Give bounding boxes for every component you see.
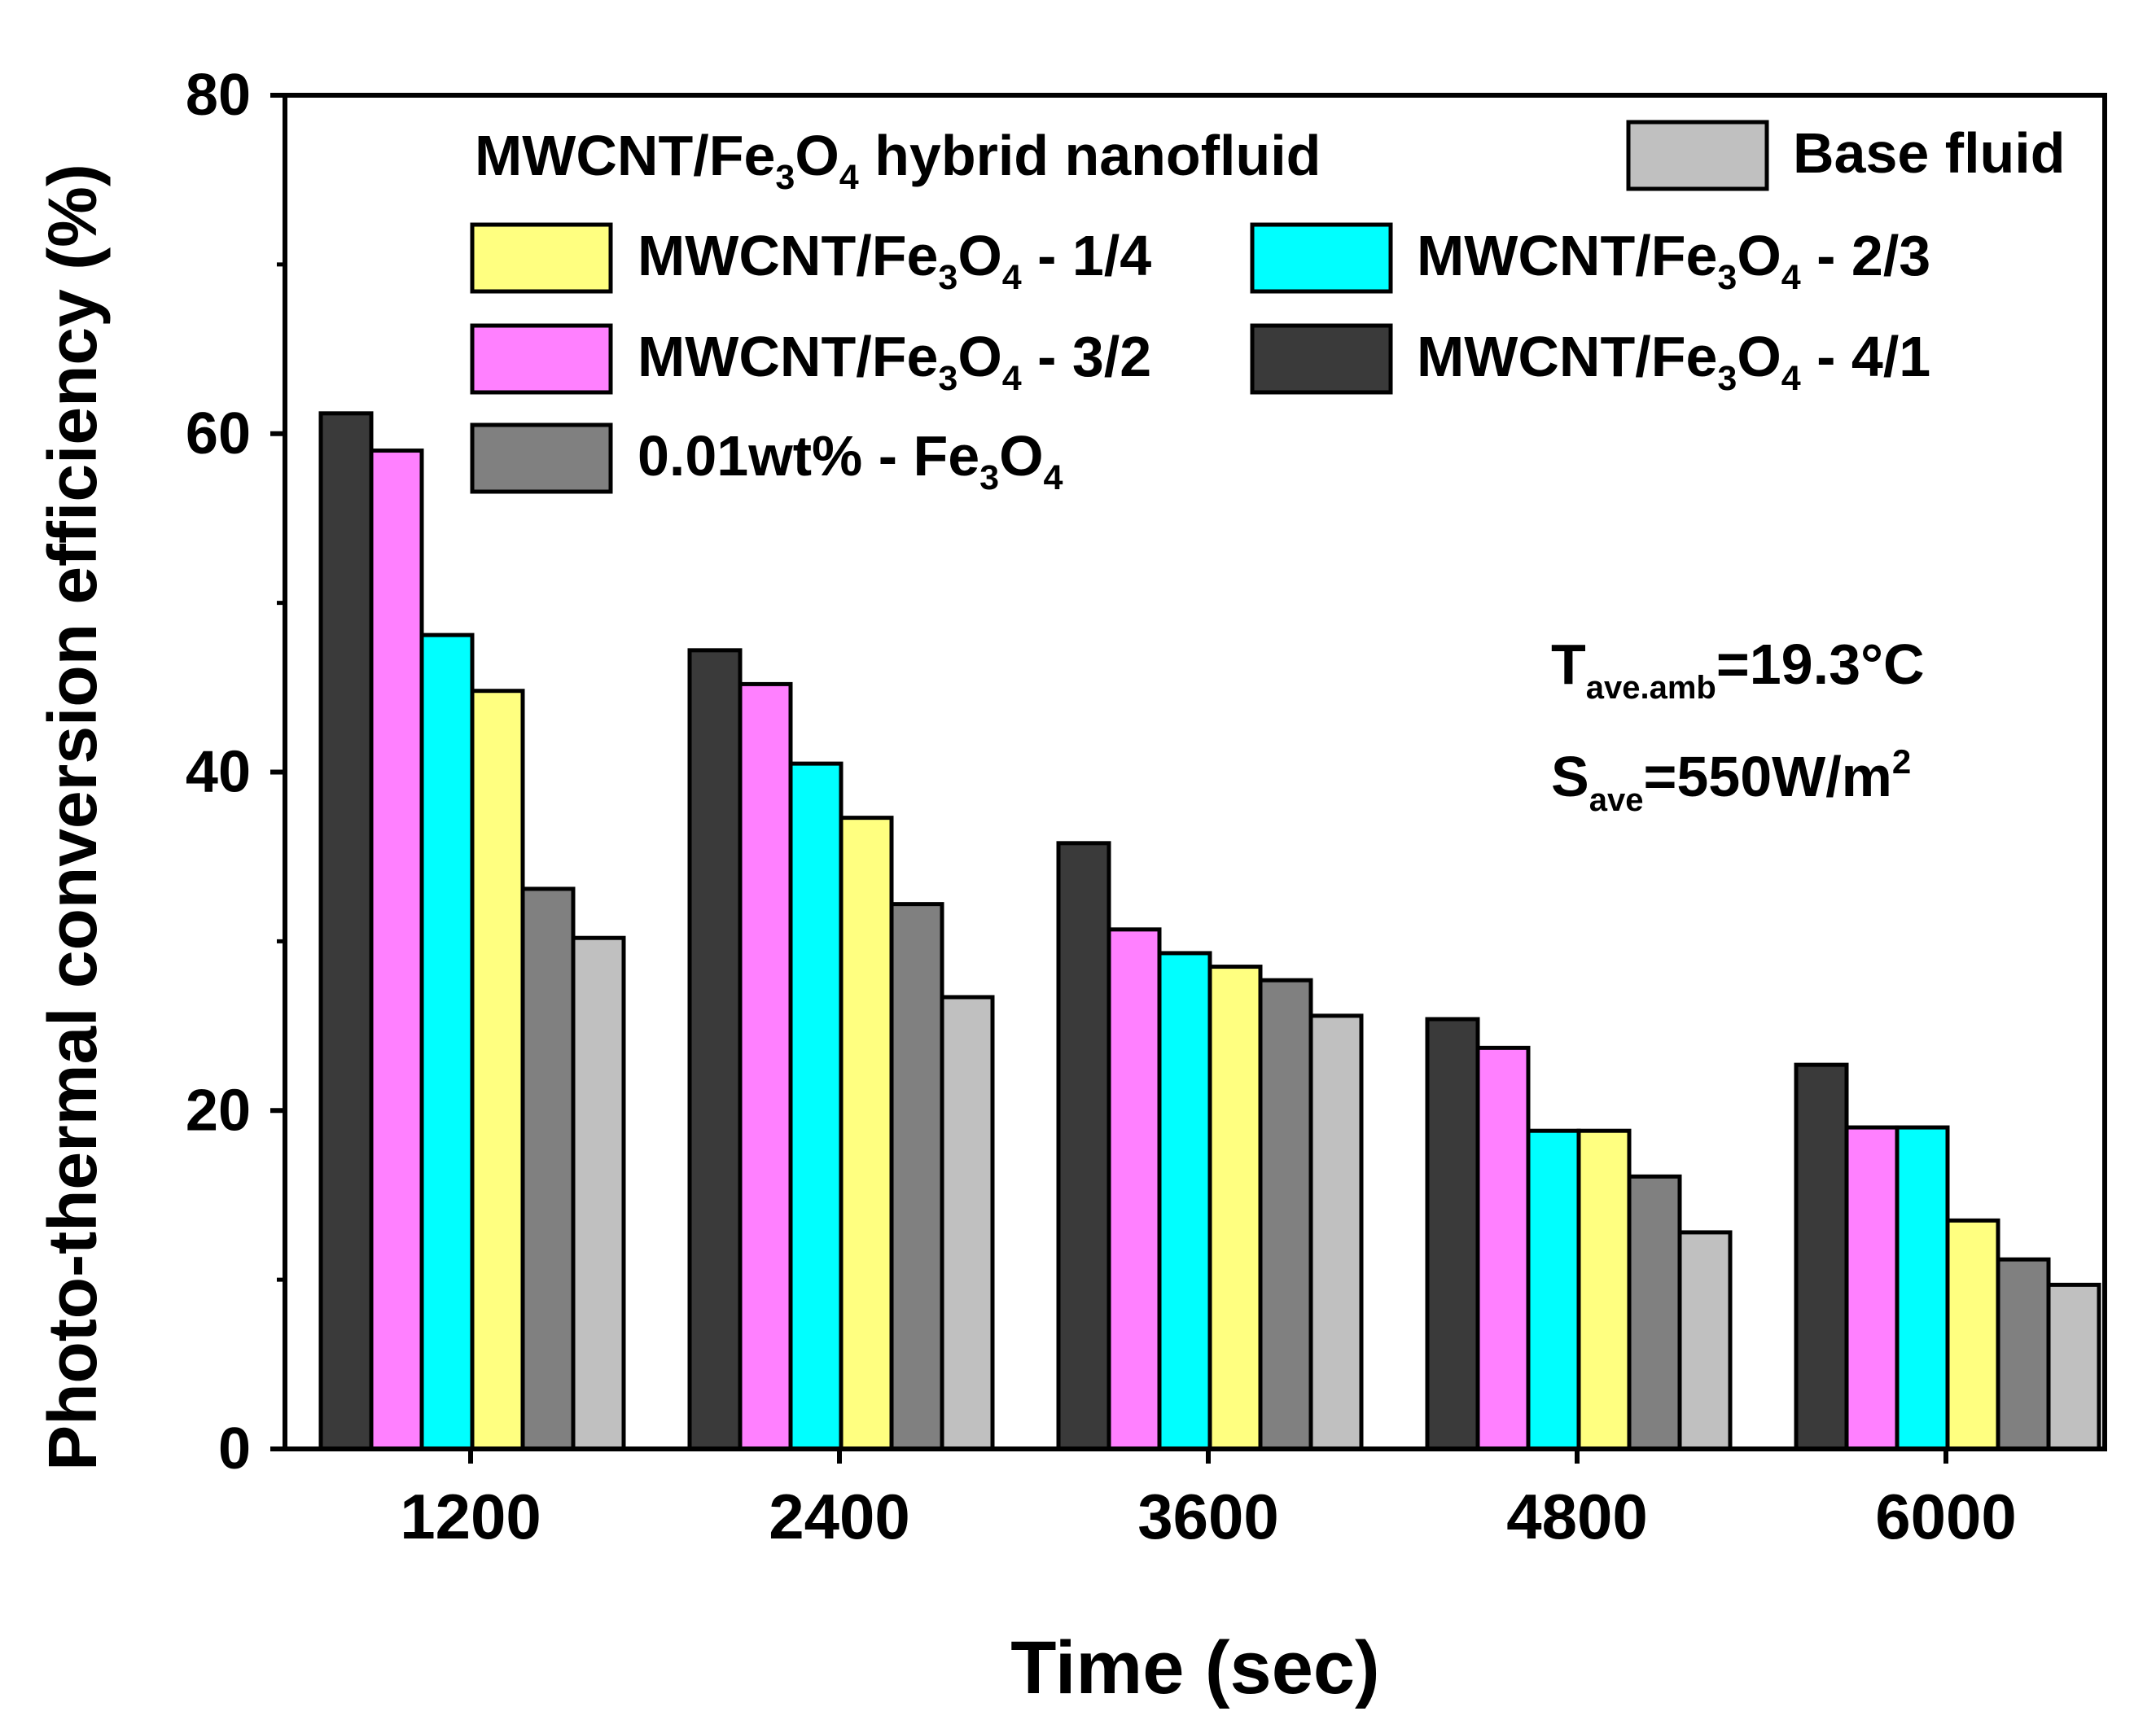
bar-mwcnt-fe3o4-3-2-2400 <box>738 681 793 1451</box>
axis-ticks: 0 20 40 60 80 1200 2400 3600 4800 6000 <box>186 63 2017 1552</box>
condition-annotation: Tave.amb=19.3°C <box>1551 632 1925 706</box>
legend-label: MWCNT/Fe3O4 - 1/4 <box>638 224 1151 297</box>
condition-annotations: Tave.amb=19.3°C Save=550W/m2 <box>1551 632 1925 818</box>
legend-swatch <box>470 422 613 494</box>
legend-swatch <box>470 323 613 395</box>
x-tick-label: 4800 <box>1506 1481 1648 1552</box>
y-tick-label: 60 <box>186 401 251 466</box>
bar-0-01wt-fe3o4-1200 <box>520 886 576 1451</box>
bar-0-01wt-fe3o4-4800 <box>1627 1174 1682 1451</box>
bar-base-fluid-2400 <box>940 995 995 1451</box>
legend-label: MWCNT/Fe3O4 - 2/3 <box>1417 224 1930 297</box>
legend-swatch <box>470 222 613 294</box>
bar-mwcnt-fe3o4-2-3-1200 <box>419 632 475 1451</box>
bar-mwcnt-fe3o4-1-4-1200 <box>470 689 525 1451</box>
bar-mwcnt-fe3o4-3-2-1200 <box>369 449 424 1451</box>
bar-mwcnt-fe3o4-3-2-6000 <box>1844 1125 1900 1451</box>
bar-mwcnt-fe3o4-2-3-6000 <box>1895 1125 1950 1451</box>
bar-0-01wt-fe3o4-2400 <box>889 902 944 1451</box>
bar-mwcnt-fe3o4-1-4-6000 <box>1945 1218 2000 1451</box>
legend-label: 0.01wt% - Fe3O4 <box>638 424 1063 497</box>
legend-title: MWCNT/Fe3O4 hybrid nanofluid <box>475 124 1321 197</box>
bar-mwcnt-fe3o4-2-3-2400 <box>788 761 844 1451</box>
x-tick-label: 6000 <box>1875 1481 2017 1552</box>
legend-swatch <box>1250 323 1393 395</box>
x-axis-label: Time (sec) <box>1010 1626 1379 1709</box>
legend: MWCNT/Fe3O4 hybrid nanofluid MWCNT/Fe3O4 … <box>470 120 2066 497</box>
legend-label: MWCNT/Fe3O4 - 3/2 <box>638 325 1151 398</box>
bar-mwcnt-fe3o4-1-4-3600 <box>1207 965 1263 1451</box>
y-tick-label: 0 <box>218 1416 251 1481</box>
y-tick-label: 80 <box>186 63 251 128</box>
bar-base-fluid-6000 <box>2046 1282 2101 1451</box>
x-tick-label: 2400 <box>769 1481 910 1552</box>
bar-0-01wt-fe3o4-6000 <box>1996 1257 2051 1451</box>
y-axis-label: Photo-thermal conversion efficiency (%) <box>34 164 111 1471</box>
bar-mwcnt-fe3o4-3-2-4800 <box>1475 1045 1531 1451</box>
legend-swatch <box>1626 120 1769 191</box>
bar-base-fluid-1200 <box>571 935 626 1451</box>
bar-mwcnt-fe3o4-4-1-3600 <box>1056 841 1111 1451</box>
bar-mwcnt-fe3o4-4-1-2400 <box>687 648 743 1451</box>
bar-mwcnt-fe3o4-4-1-6000 <box>1794 1062 1849 1451</box>
y-tick-label: 40 <box>186 740 251 805</box>
bar-mwcnt-fe3o4-1-4-4800 <box>1576 1128 1632 1451</box>
bar-mwcnt-fe3o4-4-1-1200 <box>318 411 374 1451</box>
legend-label: MWCNT/Fe3O4 - 4/1 <box>1417 325 1930 398</box>
x-tick-label: 1200 <box>400 1481 541 1552</box>
bar-0-01wt-fe3o4-3600 <box>1258 978 1313 1451</box>
bar-mwcnt-fe3o4-2-3-4800 <box>1526 1128 1581 1451</box>
bar-mwcnt-fe3o4-3-2-3600 <box>1106 927 1162 1451</box>
y-tick-label: 20 <box>186 1078 251 1143</box>
plot-bars <box>318 411 2101 1451</box>
bar-mwcnt-fe3o4-2-3-3600 <box>1157 951 1212 1451</box>
bar-base-fluid-3600 <box>1308 1013 1364 1451</box>
condition-annotation: Save=550W/m2 <box>1551 742 1911 818</box>
bar-mwcnt-fe3o4-4-1-4800 <box>1425 1017 1480 1451</box>
bar-mwcnt-fe3o4-1-4-2400 <box>839 816 894 1451</box>
legend-label: Base fluid <box>1793 121 2066 185</box>
legend-swatch <box>1250 222 1393 294</box>
x-tick-label: 3600 <box>1137 1481 1279 1552</box>
bar-base-fluid-4800 <box>1677 1230 1733 1451</box>
